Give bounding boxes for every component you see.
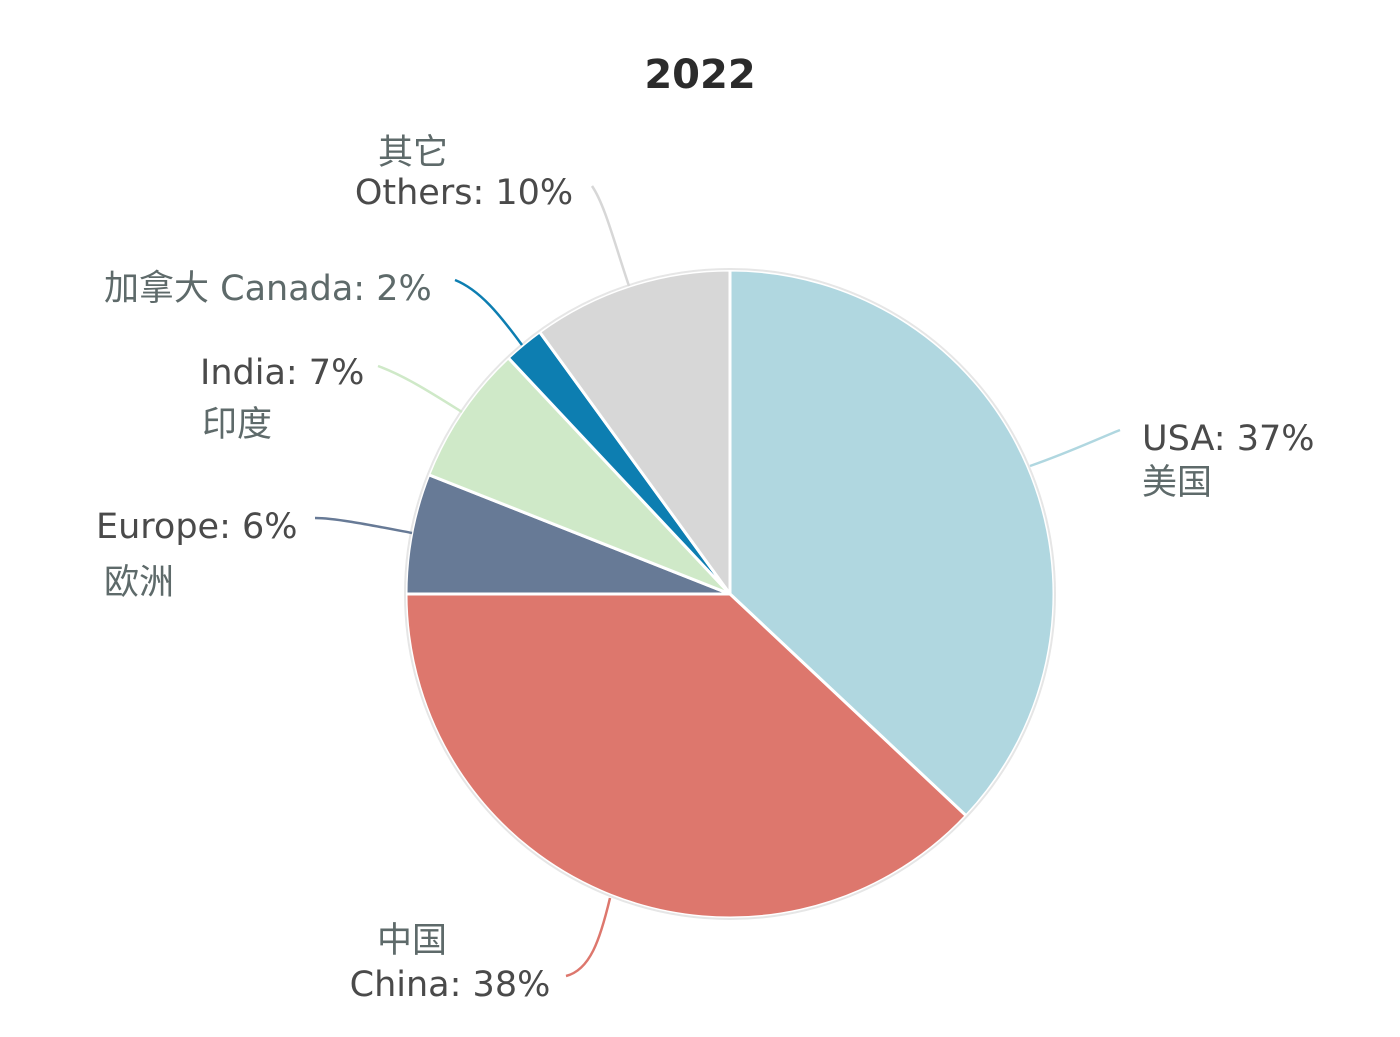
pie-outline xyxy=(404,268,1056,920)
label-others: Others: 10% xyxy=(355,173,573,213)
pie-slice-others xyxy=(538,268,732,596)
chart-title: 2022 xyxy=(644,52,755,98)
label-china: China: 38% xyxy=(350,965,551,1005)
leader-line-canada xyxy=(454,278,524,346)
leader-lines xyxy=(314,185,1121,978)
label-europe: Europe: 6% xyxy=(96,507,298,547)
label-others-zh: 其它 xyxy=(378,133,448,173)
label-usa: USA: 37% xyxy=(1142,419,1315,459)
label-china-zh: 中国 xyxy=(377,921,447,961)
leader-line-others xyxy=(590,185,631,287)
slice-labels: USA: 37% 美国 中国 China: 38% Europe: 6% 欧洲 … xyxy=(96,133,1315,1005)
label-canada: 加拿大 Canada: 2% xyxy=(104,269,432,309)
pie-slices xyxy=(404,268,1056,920)
leader-line-usa xyxy=(1029,428,1121,468)
leader-line-europe xyxy=(314,516,413,535)
pie-slice-usa xyxy=(728,268,1056,818)
leader-line-china xyxy=(565,897,612,978)
label-europe-zh: 欧洲 xyxy=(104,563,174,603)
label-india-zh: 印度 xyxy=(202,405,272,445)
label-usa-zh: 美国 xyxy=(1142,463,1212,503)
label-india: India: 7% xyxy=(200,353,364,393)
leader-line-india xyxy=(377,364,463,414)
